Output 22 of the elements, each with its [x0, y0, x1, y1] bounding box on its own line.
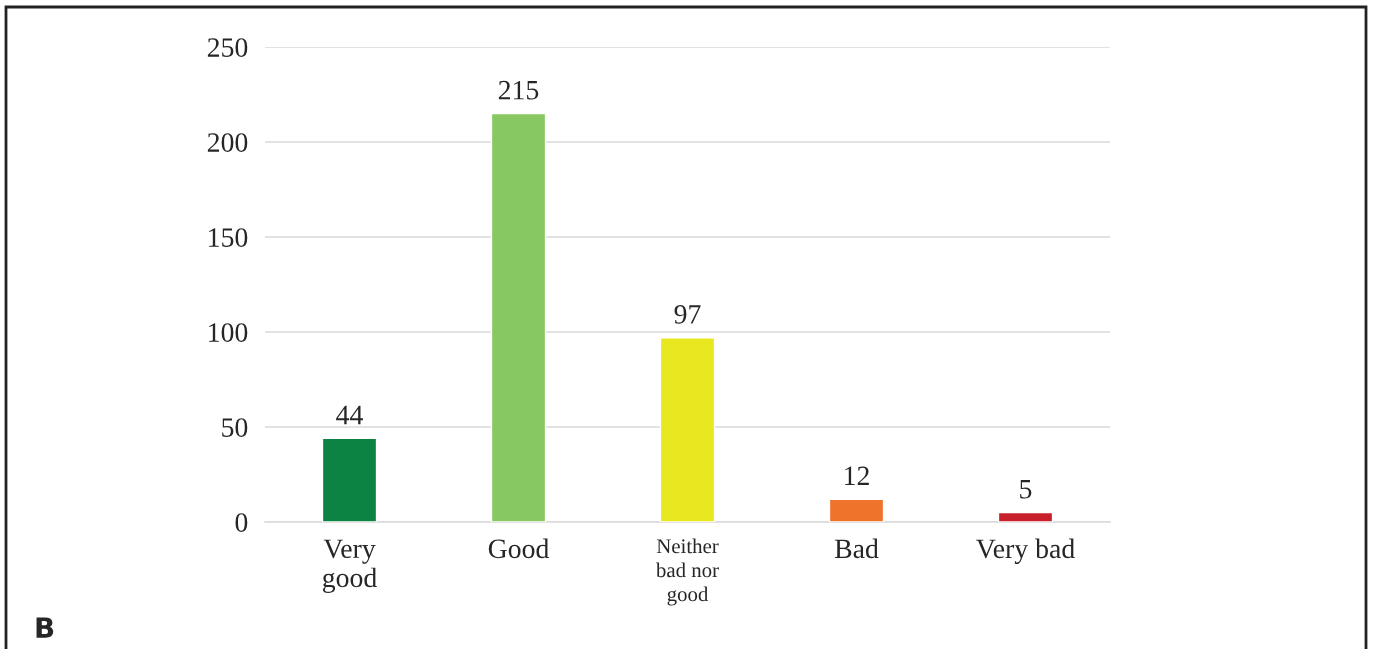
data-label: 97	[674, 305, 701, 324]
x-tick-label: Very good	[322, 539, 377, 593]
y-tick-label: 0	[235, 513, 248, 532]
y-tick-label: 100	[209, 323, 248, 342]
bar	[997, 511, 1054, 522]
data-label: 44	[336, 405, 363, 425]
bar	[828, 498, 885, 522]
x-tick-label: Neither bad nor good	[655, 538, 719, 606]
data-label: 5	[1020, 480, 1032, 499]
text: B	[36, 617, 54, 638]
bar	[659, 337, 716, 522]
x-tick-label: Good	[488, 538, 550, 559]
x-tick-label: Very bad	[976, 538, 1075, 564]
data-label: 12	[845, 466, 869, 485]
y-tick-label: 250	[207, 38, 248, 57]
y-tick-label: 200	[207, 133, 248, 152]
y-tick-label: 50	[222, 418, 248, 437]
y-tick-label: 150	[209, 228, 248, 247]
bar	[321, 437, 378, 522]
data-label: 215	[498, 80, 539, 100]
x-tick-label: Bad	[834, 538, 879, 559]
bar	[490, 112, 547, 522]
